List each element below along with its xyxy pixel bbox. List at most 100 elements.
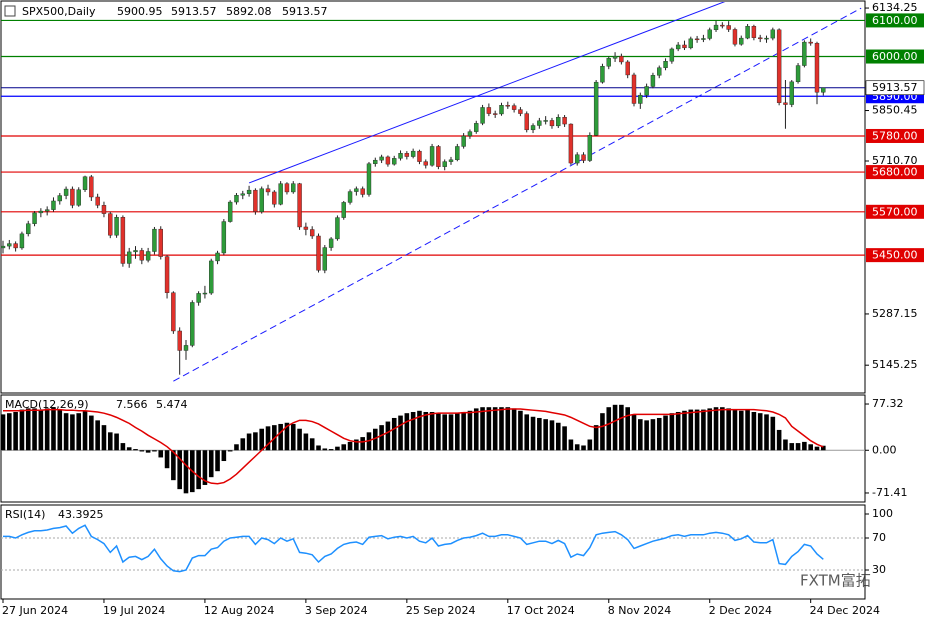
macd-bar	[436, 413, 441, 451]
macd-bar	[202, 450, 208, 485]
macd-bar	[398, 415, 403, 451]
macd-bar	[423, 411, 429, 451]
macd-bar	[265, 426, 271, 451]
macd-bar	[164, 450, 170, 469]
y-tick-label: 77.32	[872, 397, 904, 410]
macd-bar	[354, 439, 359, 451]
candle-body	[63, 188, 69, 196]
candle-body	[265, 188, 271, 193]
ohlc-value: 5900.95	[117, 5, 163, 18]
trend-line	[173, 7, 862, 382]
macd-bar	[448, 414, 454, 451]
macd-bar	[372, 428, 378, 451]
macd-bar	[385, 421, 391, 451]
candle-body	[549, 120, 555, 127]
candle-body	[474, 123, 479, 132]
candle-body	[316, 235, 321, 271]
candle-body	[126, 251, 132, 264]
macd-bar	[694, 409, 700, 451]
candle-body	[593, 81, 599, 136]
macd-bar	[537, 417, 542, 451]
macd-bar	[240, 438, 246, 451]
macd-bar	[284, 422, 290, 451]
candle-body	[764, 37, 769, 40]
y-tick-label: 0.00	[872, 443, 897, 456]
candle-body	[183, 345, 189, 351]
candle-body	[19, 233, 25, 249]
candle-body	[562, 116, 567, 125]
macd-bar	[404, 413, 410, 451]
macd-bar	[726, 408, 731, 451]
macd-bar	[480, 407, 485, 451]
macd-bar	[139, 450, 145, 452]
macd-bar	[114, 433, 119, 451]
candle-body	[259, 188, 264, 213]
candle-body	[505, 105, 510, 107]
candle-body	[309, 229, 315, 237]
macd-bar	[688, 409, 694, 451]
macd-bar	[215, 450, 220, 472]
candle-body	[675, 44, 681, 50]
candle-body	[606, 58, 611, 67]
candle-body	[442, 161, 447, 167]
candle-body	[297, 183, 302, 228]
candle-body	[657, 67, 662, 76]
macd-bar	[13, 411, 18, 451]
macd-bar	[720, 407, 725, 451]
macd-bar	[32, 408, 37, 451]
macd-bar	[38, 409, 44, 451]
candle-body	[701, 38, 706, 40]
candle-body	[82, 176, 88, 190]
candle-body	[511, 105, 517, 110]
y-tick-label: 5850.45	[872, 104, 918, 117]
x-tick-label: 24 Dec 2024	[810, 604, 880, 617]
candle-body	[745, 25, 750, 39]
indicator-value: 7.566	[116, 398, 148, 411]
macd-bar	[76, 413, 82, 451]
candle-body	[70, 188, 75, 206]
candle-body	[575, 154, 580, 164]
macd-bar	[253, 432, 258, 451]
level-label-box	[866, 248, 924, 263]
candle-body	[158, 228, 163, 257]
candle-body	[694, 38, 700, 41]
macd-bar	[669, 413, 675, 451]
candle-body	[341, 202, 346, 218]
indicator-value: 43.3925	[58, 508, 104, 521]
macd-bar	[625, 407, 630, 451]
candle-body	[152, 228, 157, 252]
macd-bar	[246, 433, 252, 451]
signal-line	[3, 408, 824, 485]
candle-body	[190, 302, 195, 346]
candle-body	[732, 29, 738, 45]
level-label-box	[866, 49, 924, 64]
level-label: 5450.00	[872, 249, 918, 262]
level-label: 5780.00	[872, 129, 918, 142]
ohlc-value: 5913.57	[171, 5, 217, 18]
candle-body	[486, 107, 492, 114]
candle-body	[108, 213, 113, 236]
macd-bar	[656, 417, 662, 451]
macd-bar	[587, 439, 593, 451]
macd-bar	[701, 409, 706, 451]
watermark: FXTM富拓	[800, 572, 871, 590]
candle-body	[492, 113, 498, 115]
macd-bar	[234, 444, 239, 451]
macd-bar	[158, 450, 164, 458]
candle-body	[347, 191, 353, 203]
candle-body	[234, 194, 239, 203]
candle-body	[177, 330, 182, 351]
candle-body	[682, 44, 687, 49]
candle-body	[38, 210, 44, 214]
macd-bar	[511, 408, 517, 451]
candle-body	[739, 37, 744, 45]
macd-bar	[518, 410, 523, 451]
macd-bar	[795, 443, 801, 451]
candle-body	[215, 252, 220, 262]
candle-body	[537, 120, 542, 126]
candle-body	[120, 217, 126, 264]
candle-body	[795, 65, 801, 83]
macd-bar	[486, 407, 492, 451]
macd-bar	[555, 422, 561, 451]
